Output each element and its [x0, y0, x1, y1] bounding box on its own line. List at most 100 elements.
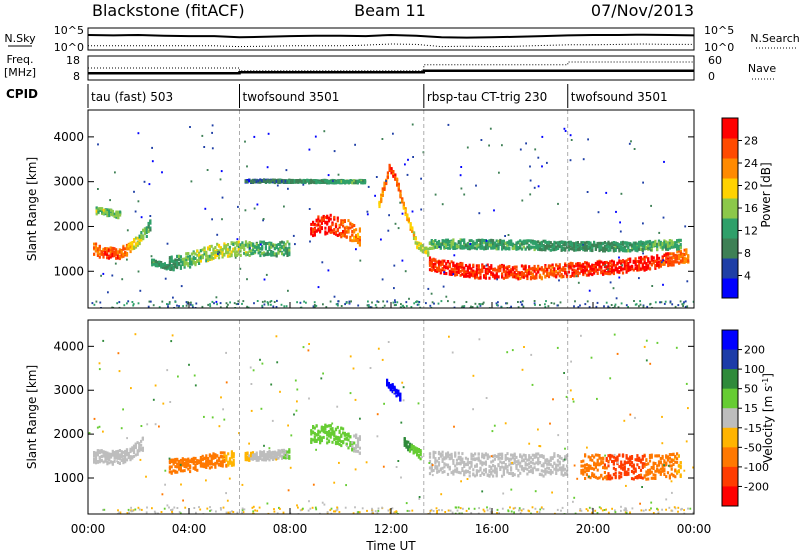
power-cell	[133, 238, 136, 242]
power-cell	[495, 275, 498, 279]
power-cell	[140, 235, 143, 239]
vel-cell	[250, 453, 253, 457]
vel-cell	[131, 448, 134, 452]
power-cell	[286, 247, 289, 251]
vel-cell	[227, 452, 230, 456]
vel-cell	[553, 467, 556, 471]
power-cell	[232, 243, 235, 246]
power-cell	[234, 253, 237, 257]
power-cell	[354, 179, 358, 183]
power-cell	[185, 262, 188, 266]
vel-cell	[345, 436, 348, 440]
power-cell	[620, 248, 623, 252]
power-ground	[367, 300, 369, 303]
power-cell	[416, 242, 419, 246]
power-cell	[607, 272, 610, 276]
power-ground	[478, 303, 481, 305]
power-cell	[549, 268, 552, 272]
power-cell	[93, 242, 96, 246]
vel-cell	[251, 451, 255, 455]
power-cell	[533, 241, 536, 245]
vel-cell	[93, 451, 96, 454]
power-cell	[347, 226, 350, 230]
power-ground	[246, 305, 248, 308]
power-cell	[632, 244, 635, 248]
power-cell	[564, 241, 567, 245]
power-cell	[634, 246, 637, 250]
vel-cell	[443, 457, 446, 461]
power-cell	[564, 248, 567, 252]
power-cell	[677, 238, 680, 242]
power-scatter	[333, 150, 336, 153]
power-cell	[129, 245, 132, 249]
power-colorbar-label-6: 28	[744, 135, 758, 148]
vel-cell	[174, 460, 177, 464]
power-cell	[629, 265, 632, 269]
power-cell	[257, 246, 260, 250]
power-cell	[179, 258, 182, 262]
vel-cell	[221, 464, 224, 468]
power-cell	[484, 268, 487, 271]
power-ground	[627, 306, 629, 308]
vel-cell	[416, 453, 419, 457]
power-cell	[176, 263, 179, 267]
power-cell	[143, 229, 147, 233]
power-cell	[519, 271, 522, 275]
vel-cell	[459, 458, 462, 462]
power-scatter	[189, 126, 191, 128]
power-cell	[542, 268, 545, 272]
vel-cell	[327, 424, 331, 428]
power-cell	[192, 251, 195, 255]
power-cell	[250, 242, 253, 245]
power-cell	[187, 264, 190, 268]
power-cell	[455, 245, 459, 248]
vel-cell	[94, 458, 98, 462]
power-cell	[564, 263, 567, 267]
power-scatter	[394, 222, 397, 225]
power-cell	[313, 179, 316, 182]
vel-cell	[136, 441, 139, 445]
vel-cell	[262, 453, 266, 457]
power-cell	[656, 264, 659, 268]
power-cell	[463, 246, 466, 250]
power-cell	[340, 219, 343, 223]
power-ground	[337, 304, 339, 307]
freq-left-label-2: [MHz]	[4, 66, 36, 79]
power-cell	[502, 242, 505, 246]
vel-cell	[253, 453, 256, 457]
vel-cell	[502, 470, 505, 474]
power-scatter	[452, 273, 455, 276]
power-cell	[397, 188, 400, 192]
power-cell	[308, 179, 311, 183]
power-ground	[539, 304, 541, 306]
power-cell	[614, 246, 617, 249]
power-cell	[661, 241, 664, 245]
vel-cell	[310, 441, 313, 444]
power-cell	[517, 247, 520, 251]
power-cell	[149, 220, 152, 224]
power-cell	[654, 259, 657, 263]
power-cell	[279, 241, 282, 245]
power-cell	[427, 247, 430, 251]
power-cell	[639, 240, 643, 244]
power-cell	[632, 241, 635, 245]
power-cell	[520, 275, 524, 279]
power-cell	[638, 266, 641, 270]
power-cell	[282, 248, 285, 252]
power-cell	[560, 244, 563, 248]
power-cell	[120, 253, 123, 257]
power-cell	[244, 251, 248, 255]
power-scatter	[201, 134, 204, 137]
vel-cell	[448, 467, 451, 471]
power-cell	[634, 248, 637, 252]
power-cell	[244, 179, 247, 183]
power-ground	[553, 302, 556, 305]
vel-cell	[288, 456, 291, 460]
power-cell	[576, 267, 579, 271]
power-cell	[623, 248, 626, 252]
vel-cell	[501, 461, 504, 465]
power-scatter	[397, 227, 400, 230]
vel-cell	[410, 444, 413, 448]
power-scatter	[287, 187, 289, 190]
